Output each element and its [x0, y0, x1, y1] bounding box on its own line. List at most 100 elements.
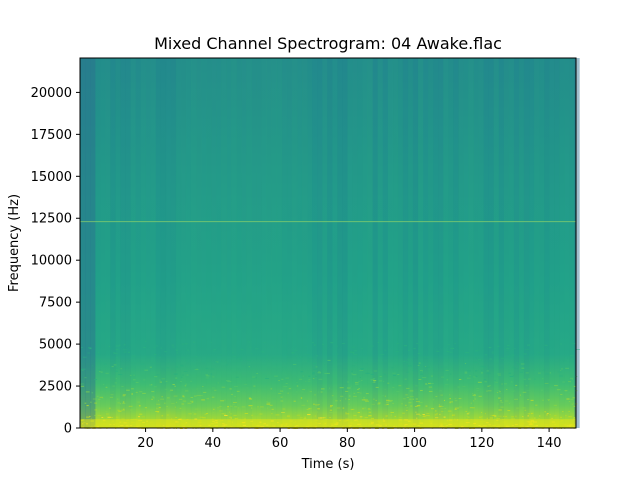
- spectral-speck: [454, 411, 459, 413]
- spectral-speck: [527, 415, 529, 417]
- spectral-speck: [151, 398, 153, 400]
- spectral-speck: [138, 416, 140, 418]
- spectral-speck: [427, 415, 430, 417]
- spectral-speck: [572, 402, 574, 404]
- spectral-speck: [387, 382, 390, 384]
- spectral-speck: [221, 413, 224, 415]
- spectral-speck: [458, 398, 462, 399]
- spectral-speck: [406, 407, 408, 409]
- spectral-speck: [175, 369, 177, 370]
- spectral-speck: [473, 376, 476, 378]
- spectral-speck: [440, 376, 445, 378]
- spectral-speck: [139, 391, 143, 393]
- spectral-speck: [416, 343, 419, 344]
- spectral-speck: [359, 370, 364, 371]
- spectral-speck: [95, 355, 99, 357]
- spectral-speck: [180, 381, 182, 382]
- spectral-speck: [426, 366, 430, 368]
- spectral-speck: [311, 413, 314, 415]
- spectral-speck: [156, 407, 158, 409]
- spectral-speck: [304, 416, 306, 418]
- spectral-speck: [288, 388, 292, 390]
- spectral-speck: [234, 396, 236, 398]
- spectral-speck: [515, 415, 517, 417]
- spectral-speck: [302, 389, 306, 391]
- spectral-speck: [278, 380, 280, 382]
- spectral-speck: [317, 408, 320, 410]
- spectral-speck: [335, 400, 338, 402]
- spectral-speck: [452, 414, 456, 416]
- spectral-speck: [272, 398, 276, 400]
- spectral-speck: [215, 361, 219, 363]
- spectral-speck: [86, 416, 90, 418]
- time-band: [357, 58, 363, 428]
- spectral-speck: [407, 358, 411, 360]
- y-tick-label: 12500: [31, 212, 72, 227]
- spectral-speck: [194, 418, 198, 420]
- time-band: [347, 58, 353, 428]
- spectral-speck: [203, 391, 207, 393]
- spectral-speck: [568, 381, 571, 383]
- spectral-speck: [135, 382, 139, 383]
- spectral-speck: [111, 366, 114, 368]
- spectral-speck: [362, 407, 366, 409]
- spectral-speck: [384, 349, 386, 351]
- spectral-speck: [560, 343, 562, 345]
- spectral-speck: [501, 383, 503, 385]
- spectral-speck: [369, 345, 374, 347]
- spectral-speck: [179, 407, 182, 409]
- spectral-speck: [568, 391, 572, 393]
- time-band: [332, 58, 338, 428]
- time-band: [488, 58, 494, 428]
- spectral-speck: [494, 379, 496, 381]
- spectral-speck: [422, 377, 427, 379]
- spectral-speck: [423, 415, 427, 417]
- spectral-speck: [416, 417, 418, 419]
- spectral-speck: [104, 363, 107, 365]
- x-tick-label: 80: [339, 436, 356, 451]
- spectral-speck: [554, 405, 557, 407]
- time-band: [539, 58, 545, 428]
- spectral-speck: [361, 394, 364, 396]
- spectral-speck: [175, 366, 178, 368]
- spectral-speck: [201, 387, 204, 389]
- spectral-speck: [446, 395, 448, 397]
- spectral-speck: [415, 401, 420, 403]
- time-band: [170, 58, 177, 428]
- spectral-speck: [132, 379, 136, 381]
- spectral-speck: [521, 369, 524, 371]
- spectral-speck: [228, 411, 230, 413]
- spectral-speck: [386, 399, 390, 401]
- spectral-speck: [520, 363, 525, 365]
- spectral-speck: [458, 379, 462, 380]
- spectral-speck: [309, 391, 312, 393]
- spectral-speck: [410, 405, 413, 407]
- spectral-speck: [206, 375, 210, 377]
- spectral-speck: [329, 409, 333, 411]
- spectral-speck: [254, 414, 258, 416]
- spectral-speck: [278, 393, 282, 394]
- spectral-speck: [436, 350, 440, 352]
- spectral-speck: [428, 390, 433, 392]
- spectral-speck: [239, 358, 241, 360]
- spectral-speck: [466, 416, 470, 418]
- spectral-speck: [94, 409, 98, 411]
- spectral-speck: [351, 370, 353, 372]
- spectral-speck: [179, 398, 183, 400]
- spectral-speck: [495, 381, 498, 383]
- spectral-speck: [365, 393, 369, 395]
- spectral-speck: [99, 371, 101, 373]
- spectral-speck: [426, 356, 429, 358]
- time-band: [296, 58, 303, 428]
- spectral-speck: [554, 385, 558, 387]
- spectral-speck: [80, 369, 82, 371]
- spectral-speck: [547, 399, 550, 401]
- spectral-speck: [111, 417, 114, 418]
- spectral-speck: [484, 413, 486, 415]
- spectral-speck: [252, 376, 256, 378]
- spectral-speck: [415, 411, 417, 413]
- spectral-speck: [154, 376, 158, 378]
- time-band: [574, 58, 580, 428]
- spectral-speck: [315, 366, 318, 368]
- spectral-speck: [313, 403, 315, 405]
